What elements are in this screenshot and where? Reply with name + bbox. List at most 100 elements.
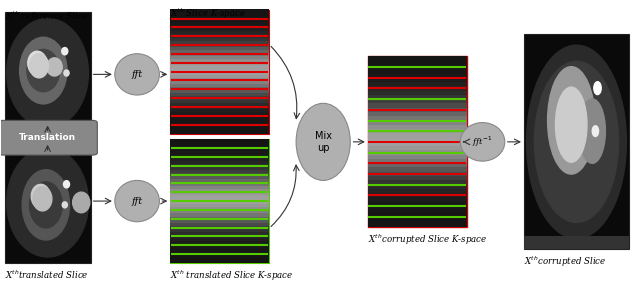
Bar <box>368 129 467 133</box>
Bar <box>170 121 269 124</box>
Bar <box>4 12 91 134</box>
Bar <box>368 172 467 176</box>
Bar <box>368 124 467 129</box>
FancyBboxPatch shape <box>0 120 97 155</box>
Bar <box>368 99 467 104</box>
Bar <box>368 116 467 120</box>
Bar <box>170 118 269 121</box>
Bar <box>170 185 269 189</box>
Bar <box>368 163 467 168</box>
Bar <box>170 84 269 87</box>
Text: X$^{th}$corrupted Slice: X$^{th}$corrupted Slice <box>524 255 606 269</box>
Text: X$^{th}$ reference Slice: X$^{th}$ reference Slice <box>4 10 88 24</box>
Bar <box>368 65 467 69</box>
Bar <box>170 99 269 103</box>
Bar <box>170 219 269 223</box>
Bar <box>368 154 467 159</box>
Ellipse shape <box>556 87 587 162</box>
Bar <box>368 78 467 82</box>
Bar <box>4 142 91 263</box>
Bar <box>170 157 269 161</box>
Bar <box>170 250 269 254</box>
Bar <box>170 223 269 226</box>
Ellipse shape <box>62 47 68 55</box>
Bar <box>170 59 269 62</box>
Bar <box>368 176 467 180</box>
Bar <box>170 68 269 72</box>
Bar <box>170 257 269 260</box>
Bar <box>170 56 269 59</box>
Bar <box>170 106 269 109</box>
Bar <box>170 176 269 179</box>
Bar <box>368 184 467 189</box>
Ellipse shape <box>115 54 159 95</box>
Bar <box>368 133 467 138</box>
Bar <box>170 167 269 170</box>
Bar <box>170 13 269 16</box>
Bar <box>170 53 269 56</box>
Bar <box>368 219 467 223</box>
Bar <box>170 210 269 213</box>
Bar <box>170 10 269 134</box>
Bar <box>170 65 269 69</box>
Text: fft: fft <box>132 70 143 79</box>
Bar <box>170 139 269 263</box>
Bar <box>170 124 269 127</box>
Bar <box>170 235 269 238</box>
Bar <box>170 112 269 115</box>
Bar <box>368 90 467 95</box>
Bar <box>368 142 467 146</box>
Ellipse shape <box>29 53 49 78</box>
Bar <box>170 244 269 248</box>
Bar <box>170 15 269 19</box>
Bar <box>170 74 269 78</box>
Bar <box>170 43 269 47</box>
Ellipse shape <box>62 202 67 208</box>
Bar <box>170 81 269 84</box>
Bar <box>524 237 629 249</box>
Bar <box>368 210 467 214</box>
Text: fft$^{-1}$: fft$^{-1}$ <box>472 135 493 149</box>
Ellipse shape <box>29 182 62 228</box>
Bar <box>368 56 467 61</box>
Ellipse shape <box>33 187 52 211</box>
Bar <box>170 198 269 201</box>
Ellipse shape <box>594 82 601 95</box>
Bar <box>170 201 269 204</box>
Bar <box>170 139 269 142</box>
Bar <box>170 253 269 257</box>
Bar <box>170 216 269 220</box>
Bar <box>170 182 269 186</box>
Bar <box>368 146 467 150</box>
Bar <box>170 40 269 44</box>
Text: Translation: Translation <box>19 133 76 142</box>
Bar <box>368 206 467 210</box>
Bar <box>170 142 269 145</box>
Bar <box>170 37 269 41</box>
Bar <box>170 232 269 235</box>
Ellipse shape <box>22 170 70 240</box>
Bar <box>170 213 269 217</box>
Bar <box>368 137 467 142</box>
Bar <box>170 102 269 106</box>
Bar <box>170 229 269 232</box>
Bar <box>170 34 269 37</box>
Ellipse shape <box>548 67 595 174</box>
Bar <box>368 201 467 206</box>
Ellipse shape <box>20 37 67 104</box>
Ellipse shape <box>579 99 605 163</box>
Bar <box>170 25 269 28</box>
Bar <box>170 93 269 96</box>
Bar <box>170 130 269 134</box>
Bar <box>170 260 269 263</box>
Ellipse shape <box>63 181 70 188</box>
Bar <box>368 120 467 125</box>
Bar <box>170 47 269 50</box>
Text: fft: fft <box>132 196 143 206</box>
Bar <box>368 103 467 108</box>
Ellipse shape <box>72 192 90 213</box>
Ellipse shape <box>31 184 50 208</box>
Text: X$^{th}$corrupted Slice K-space: X$^{th}$corrupted Slice K-space <box>368 233 487 247</box>
Bar <box>170 87 269 90</box>
Bar <box>368 108 467 112</box>
